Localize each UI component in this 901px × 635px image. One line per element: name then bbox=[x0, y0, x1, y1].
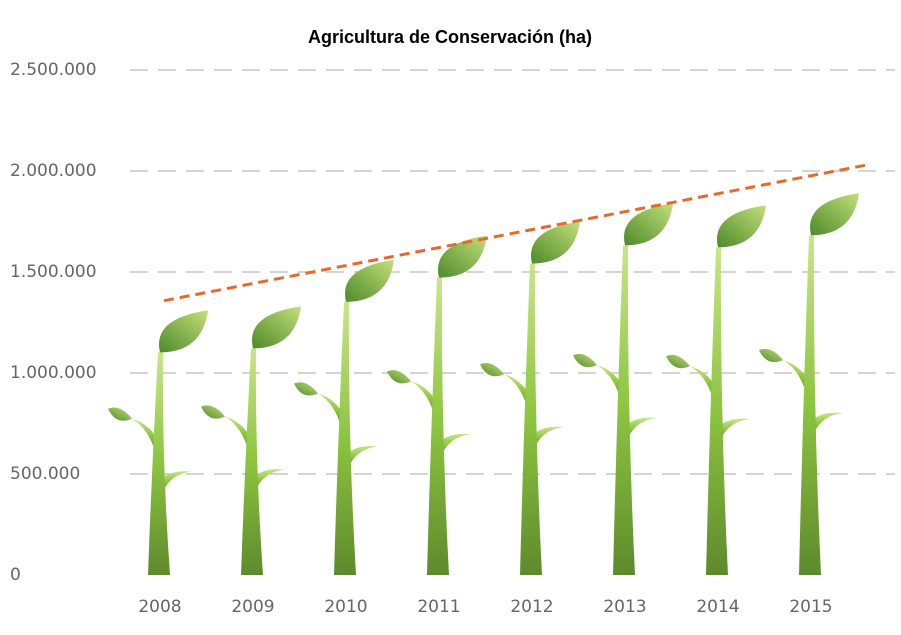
plant-side-branch bbox=[318, 393, 346, 429]
plant bbox=[387, 235, 487, 575]
x-tick-label: 2014 bbox=[696, 597, 739, 617]
plant-side-branch bbox=[597, 365, 625, 401]
plant-leaf bbox=[438, 235, 487, 278]
plant-side-branch bbox=[225, 416, 253, 452]
plant-branch bbox=[714, 418, 750, 442]
plant-leaf bbox=[159, 310, 208, 353]
x-tick-label: 2012 bbox=[510, 597, 553, 617]
x-tick-label: 2010 bbox=[324, 597, 367, 617]
plant-side-leaf bbox=[201, 405, 225, 419]
plant bbox=[201, 306, 301, 575]
plant-branch bbox=[528, 426, 564, 450]
plant bbox=[294, 259, 394, 575]
chart-title: Agricultura de Conservación (ha) bbox=[308, 27, 592, 47]
x-tick-label: 2008 bbox=[138, 597, 181, 617]
plant-side-branch bbox=[504, 374, 532, 410]
plant bbox=[759, 193, 859, 575]
bar bbox=[706, 247, 728, 575]
bar bbox=[241, 348, 263, 575]
plant-side-leaf bbox=[759, 348, 783, 363]
plant-side-branch bbox=[132, 418, 160, 454]
bar bbox=[427, 277, 449, 575]
plant-branch bbox=[156, 471, 192, 494]
plant-branch bbox=[621, 417, 657, 441]
y-tick-label: 2.000.000 bbox=[10, 161, 97, 181]
plant-side-leaf bbox=[480, 363, 504, 377]
bar bbox=[334, 301, 356, 575]
y-tick-label: 1.000.000 bbox=[10, 363, 97, 383]
trend-line bbox=[163, 163, 866, 303]
plant bbox=[108, 310, 208, 575]
y-tick-label: 1.500.000 bbox=[10, 262, 97, 282]
y-tick-label: 0 bbox=[10, 565, 21, 585]
plant-side-branch bbox=[783, 360, 811, 396]
plant bbox=[666, 205, 766, 575]
bar bbox=[520, 263, 542, 575]
x-tick-label: 2015 bbox=[789, 597, 832, 617]
y-tick-label: 2.500.000 bbox=[10, 60, 97, 80]
plant-side-leaf bbox=[387, 370, 411, 384]
plant-side-branch bbox=[411, 381, 439, 417]
plant-leaf bbox=[624, 203, 673, 246]
plant-side-leaf bbox=[573, 353, 597, 368]
plant-leaf bbox=[810, 193, 859, 236]
plant bbox=[573, 203, 673, 575]
plant-side-leaf bbox=[294, 382, 318, 396]
x-tick-label: 2009 bbox=[231, 597, 274, 617]
plant-leaf bbox=[717, 205, 766, 248]
plant-leaf bbox=[345, 259, 394, 302]
x-tick-label: 2011 bbox=[417, 597, 460, 617]
plant-leaf bbox=[252, 306, 301, 349]
plant-branch bbox=[807, 412, 843, 436]
plant-side-branch bbox=[690, 366, 718, 402]
bar bbox=[148, 352, 170, 575]
plant-leaf bbox=[531, 221, 580, 264]
plant-branch bbox=[249, 469, 285, 492]
plant-side-leaf bbox=[108, 407, 132, 421]
bar bbox=[613, 245, 635, 575]
plant-branch bbox=[435, 433, 471, 457]
plant bbox=[480, 221, 580, 575]
y-tick-label: 500.000 bbox=[10, 464, 80, 484]
plant-side-leaf bbox=[666, 354, 690, 369]
bar bbox=[799, 235, 821, 575]
plant-branch bbox=[342, 445, 378, 469]
x-tick-label: 2013 bbox=[603, 597, 646, 617]
